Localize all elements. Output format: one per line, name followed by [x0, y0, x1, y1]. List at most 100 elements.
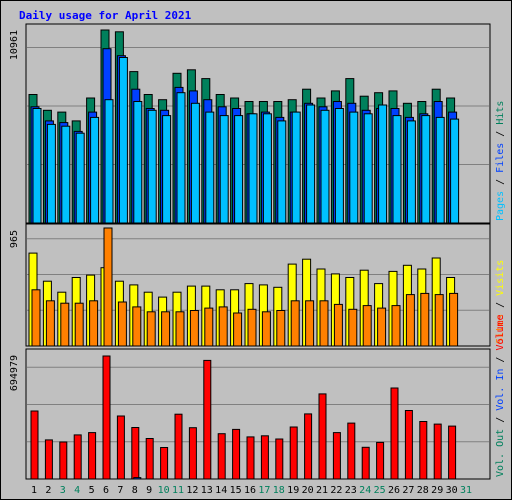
bar-sites-day-6	[103, 227, 113, 347]
bar-volume-day-24	[361, 446, 370, 480]
bar-pages-day-3	[61, 125, 71, 224]
bar-sites-day-5	[89, 300, 99, 347]
bar-volume-day-13	[203, 359, 212, 480]
bar-sites-day-27	[405, 294, 415, 347]
bar-volume-day-8	[131, 427, 140, 480]
bar-vol-in-day-8	[133, 477, 142, 480]
bar-sites-day-28	[420, 292, 430, 347]
y-max-label: 694979	[9, 355, 20, 391]
bar-pages-day-13	[205, 111, 215, 224]
legend-item: Vol. Out	[495, 429, 506, 477]
bar-sites-day-1	[31, 289, 41, 347]
day-label: 17	[258, 485, 270, 496]
chart-title: Daily usage for April 2021	[19, 9, 192, 22]
day-label: 21	[316, 485, 328, 496]
legend-item: Hits	[495, 101, 506, 125]
bar-sites-day-30	[449, 292, 459, 347]
bar-pages-day-22	[334, 108, 344, 224]
bar-pages-day-16	[248, 113, 258, 224]
bar-sites-day-22	[333, 303, 343, 347]
bar-pages-day-17	[262, 113, 272, 224]
day-label: 29	[431, 485, 443, 496]
bar-volume-day-15	[232, 428, 241, 480]
day-label: 10	[158, 485, 170, 496]
bar-pages-day-27	[406, 120, 416, 224]
bar-pages-day-8	[133, 101, 143, 224]
bar-sites-day-13	[204, 307, 214, 347]
bar-volume-day-5	[88, 432, 97, 480]
bar-sites-day-18	[276, 310, 286, 347]
bar-volume-day-4	[73, 434, 82, 480]
bar-pages-day-1	[32, 108, 42, 224]
day-label: 27	[402, 485, 414, 496]
day-label: 8	[132, 485, 138, 496]
bar-sites-day-21	[319, 300, 329, 347]
bar-sites-day-20	[305, 300, 315, 347]
legend-volume: Vol. Out / Vol. In / Volume	[495, 314, 506, 477]
bar-pages-day-21	[320, 109, 330, 224]
bar-pages-day-10	[162, 115, 172, 224]
bar-pages-day-30	[450, 118, 460, 224]
day-label: 20	[302, 485, 314, 496]
bar-sites-day-17	[261, 311, 271, 347]
legend-item: Visits	[495, 260, 506, 296]
bar-pages-day-20	[306, 104, 316, 224]
bar-volume-day-9	[145, 438, 154, 480]
bar-volume-day-20	[304, 413, 313, 480]
day-label: 13	[201, 485, 213, 496]
bar-sites-day-15	[233, 312, 243, 347]
bar-sites-day-24	[362, 305, 372, 347]
bar-volume-day-16	[246, 436, 255, 480]
bar-pages-day-25	[378, 104, 388, 224]
day-label: 11	[172, 485, 184, 496]
legend-item: Vol. In	[495, 369, 506, 411]
bar-pages-day-9	[147, 109, 157, 224]
day-label: 26	[388, 485, 400, 496]
day-label: 2	[45, 485, 51, 496]
bar-volume-day-2	[44, 439, 53, 480]
day-label: 30	[446, 485, 458, 496]
bar-sites-day-7	[117, 301, 127, 347]
bar-volume-day-12	[188, 427, 197, 480]
bar-pages-day-29	[435, 116, 445, 224]
legend-item: Files	[495, 143, 506, 173]
bar-volume-day-28	[419, 421, 428, 480]
bar-volume-day-25	[376, 441, 385, 480]
bar-pages-day-19	[291, 111, 301, 224]
bar-pages-day-23	[349, 111, 359, 224]
day-label: 1	[31, 485, 37, 496]
legend-item: Pages	[495, 191, 506, 221]
bar-volume-day-10	[160, 447, 169, 480]
bar-volume-day-19	[289, 426, 298, 480]
day-label: 5	[89, 485, 95, 496]
legend-separator: /	[495, 173, 506, 191]
bar-pages-day-14	[219, 115, 229, 224]
day-label: 14	[215, 485, 227, 496]
bar-volume-day-3	[59, 441, 68, 480]
bar-volume-day-27	[404, 410, 413, 480]
day-label: 18	[273, 485, 285, 496]
bar-pages-day-2	[46, 123, 56, 224]
bar-sites-day-25	[377, 307, 387, 347]
bar-volume-day-26	[390, 387, 399, 480]
bar-sites-day-26	[391, 305, 401, 347]
legend-item: Sites	[495, 314, 506, 344]
day-label: 12	[186, 485, 198, 496]
bar-sites-day-19	[290, 300, 300, 347]
bar-sites-day-10	[161, 311, 171, 347]
day-label: 16	[244, 485, 256, 496]
bar-pages-day-24	[363, 113, 373, 224]
day-label: 23	[345, 485, 357, 496]
bar-pages-day-7	[118, 57, 128, 224]
bar-volume-day-23	[347, 422, 356, 480]
bar-pages-day-5	[90, 116, 100, 224]
legend-separator: /	[495, 351, 506, 369]
y-max-label: 965	[9, 230, 20, 248]
day-label: 9	[146, 485, 152, 496]
bar-sites-day-23	[348, 308, 358, 347]
bar-sites-day-14	[218, 306, 228, 347]
bar-sites-day-11	[175, 311, 185, 347]
day-label: 28	[417, 485, 429, 496]
bar-volume-day-11	[174, 413, 183, 480]
bar-volume-day-7	[116, 415, 125, 480]
